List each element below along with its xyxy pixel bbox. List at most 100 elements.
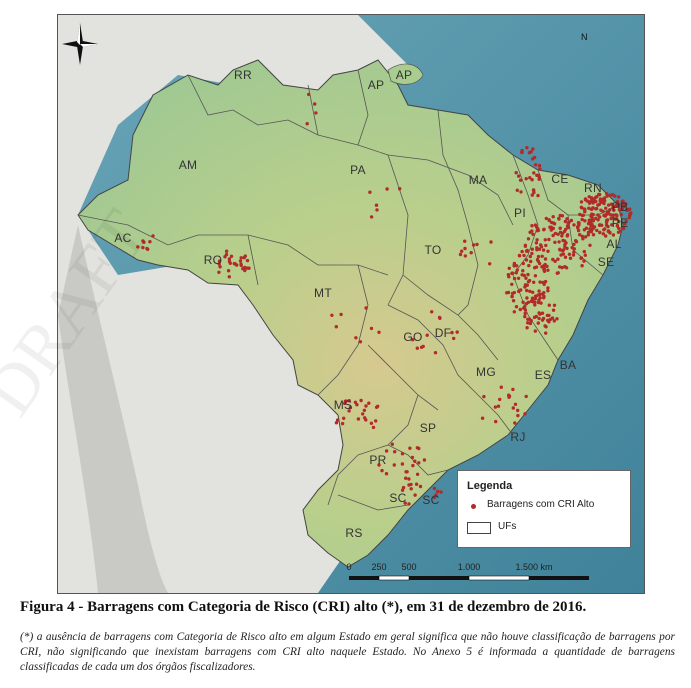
dam-point: [384, 472, 389, 476]
dam-point: [563, 219, 568, 224]
dam-point: [521, 261, 525, 266]
dam-point: [228, 261, 232, 265]
dam-point: [556, 257, 560, 261]
dam-point: [525, 146, 529, 150]
dam-point: [537, 261, 542, 266]
dam-point: [601, 209, 605, 214]
dam-point: [227, 257, 232, 261]
dam-point: [535, 258, 540, 262]
dam-point: [227, 275, 231, 279]
dam-point: [597, 192, 602, 197]
dam-point: [617, 205, 621, 209]
dam-point: [558, 247, 562, 251]
dam-point: [512, 276, 517, 281]
dam-point: [361, 412, 365, 416]
dam-point: [612, 208, 616, 212]
dam-point: [621, 201, 626, 205]
dam-point: [523, 311, 527, 316]
uf-label-es: ES: [534, 368, 552, 382]
brazil-map-graphic: [58, 15, 644, 593]
dam-point: [615, 201, 620, 205]
dam-point: [364, 306, 368, 310]
dam-point: [524, 276, 528, 280]
dam-point: [493, 405, 498, 409]
dam-point: [591, 233, 596, 237]
dam-point: [514, 305, 519, 309]
dam-point: [414, 482, 419, 486]
dam-point: [507, 266, 511, 270]
dam-point: [587, 201, 592, 205]
dam-point: [463, 254, 467, 258]
dam-point: [496, 404, 501, 408]
dam-point: [628, 207, 632, 211]
dam-point: [559, 253, 563, 257]
dam-point: [136, 245, 140, 249]
dam-point: [515, 188, 519, 192]
dam-point: [521, 300, 525, 304]
dam-point: [615, 223, 620, 228]
dam-point: [527, 278, 532, 283]
dam-point: [390, 442, 394, 446]
map-legend: Legenda Barragens com CRI Alto UFs: [457, 470, 631, 548]
figure-caption-title: Figura 4 - Barragens com Categoria de Ri…: [20, 599, 587, 615]
dam-point: [469, 251, 473, 255]
dam-point: [384, 449, 389, 453]
uf-label-go: GO: [403, 330, 423, 344]
dam-point: [419, 345, 424, 349]
dam-point: [538, 312, 542, 316]
dam-point: [533, 329, 537, 333]
dam-point: [557, 240, 561, 244]
dam-point: [404, 476, 408, 480]
dam-point: [543, 238, 547, 242]
dam-point: [569, 218, 574, 223]
dam-point: [398, 187, 402, 191]
dam-point: [576, 226, 580, 230]
dam-point: [542, 296, 546, 300]
dam-point: [516, 408, 520, 413]
dam-point: [604, 234, 608, 238]
dam-point: [576, 221, 581, 225]
dam-point: [572, 250, 576, 254]
dam-point: [553, 259, 557, 263]
dam-point: [535, 238, 539, 242]
legend-uf-label: UFs: [498, 521, 517, 532]
dam-point: [551, 226, 555, 231]
dam-point: [374, 419, 378, 423]
dam-point: [358, 340, 363, 344]
dam-point: [531, 290, 535, 294]
dam-point: [520, 150, 524, 155]
scale-tick: 1.500 km: [515, 562, 553, 572]
dam-point: [567, 252, 572, 256]
dam-point: [334, 325, 338, 329]
dam-point: [528, 176, 532, 180]
dam-point: [226, 269, 231, 273]
dam-point: [597, 223, 602, 227]
dam-point: [558, 213, 562, 218]
dam-point: [606, 229, 611, 234]
dam-point: [556, 232, 560, 236]
dam-point: [377, 463, 381, 467]
scale-tick: 250: [371, 562, 387, 572]
dam-point: [529, 299, 534, 303]
dam-point: [516, 413, 520, 418]
uf-label-al: AL: [606, 237, 622, 251]
dam-point: [558, 226, 562, 230]
dam-point: [526, 321, 530, 325]
dam-point: [582, 259, 586, 263]
dam-point: [532, 315, 537, 320]
dam-point: [583, 253, 587, 257]
dam-point: [589, 228, 593, 233]
dam-point: [563, 255, 568, 259]
dam-point: [585, 199, 590, 203]
dam-point: [392, 463, 396, 467]
dam-point: [540, 311, 545, 315]
dam-point: [532, 280, 536, 284]
dam-point: [380, 468, 384, 473]
dam-point: [545, 313, 550, 318]
uf-label-mt: MT: [314, 286, 332, 300]
dam-point: [342, 416, 346, 420]
uf-label-mg: MG: [476, 365, 496, 379]
dam-point: [217, 259, 222, 263]
dam-point: [544, 216, 548, 221]
dam-point: [532, 190, 536, 195]
